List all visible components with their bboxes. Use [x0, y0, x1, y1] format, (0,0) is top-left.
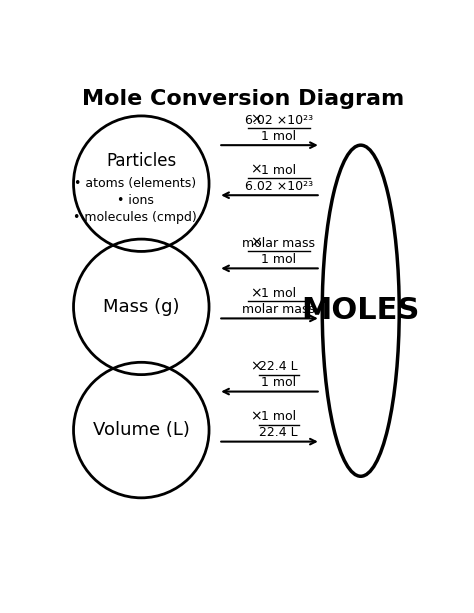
Text: ×: × — [250, 236, 262, 250]
Text: ×: × — [250, 113, 262, 127]
Text: ×: × — [250, 286, 262, 300]
Text: 6.02 ×10²³: 6.02 ×10²³ — [245, 113, 313, 127]
Text: • atoms (elements): • atoms (elements) — [74, 177, 196, 190]
Text: Mole Conversion Diagram: Mole Conversion Diagram — [82, 89, 404, 109]
Text: 1 mol: 1 mol — [261, 376, 296, 389]
Text: • molecules (cmpd): • molecules (cmpd) — [73, 211, 197, 224]
Text: 1 mol: 1 mol — [261, 287, 296, 300]
Text: Particles: Particles — [106, 151, 176, 170]
Text: 1 mol: 1 mol — [261, 410, 296, 423]
Text: 1 mol: 1 mol — [261, 130, 296, 143]
Text: 1 mol: 1 mol — [261, 164, 296, 177]
Text: molar mass: molar mass — [242, 303, 315, 316]
Text: Mass (g): Mass (g) — [103, 298, 180, 316]
Text: ×: × — [250, 409, 262, 423]
Text: ×: × — [250, 162, 262, 177]
Text: MOLES: MOLES — [301, 296, 420, 326]
Text: ×: × — [250, 359, 262, 373]
Text: 1 mol: 1 mol — [261, 253, 296, 266]
Text: 22.4 L: 22.4 L — [259, 360, 298, 373]
Text: • ions: • ions — [117, 194, 154, 207]
Text: 6.02 ×10²³: 6.02 ×10²³ — [245, 180, 313, 193]
Text: 22.4 L: 22.4 L — [259, 426, 298, 440]
Text: Volume (L): Volume (L) — [93, 421, 190, 439]
Text: molar mass: molar mass — [242, 237, 315, 250]
